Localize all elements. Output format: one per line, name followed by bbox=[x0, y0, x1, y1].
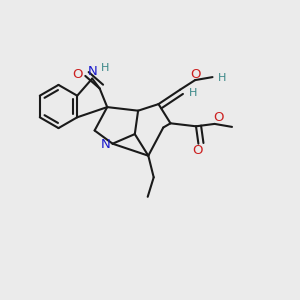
Text: O: O bbox=[214, 111, 224, 124]
Text: N: N bbox=[88, 65, 98, 78]
Text: H: H bbox=[218, 73, 226, 83]
Text: N: N bbox=[100, 138, 110, 151]
Text: O: O bbox=[190, 68, 200, 81]
Text: H: H bbox=[188, 88, 197, 98]
Text: H: H bbox=[101, 63, 109, 73]
Text: O: O bbox=[192, 144, 203, 157]
Text: O: O bbox=[72, 68, 83, 81]
